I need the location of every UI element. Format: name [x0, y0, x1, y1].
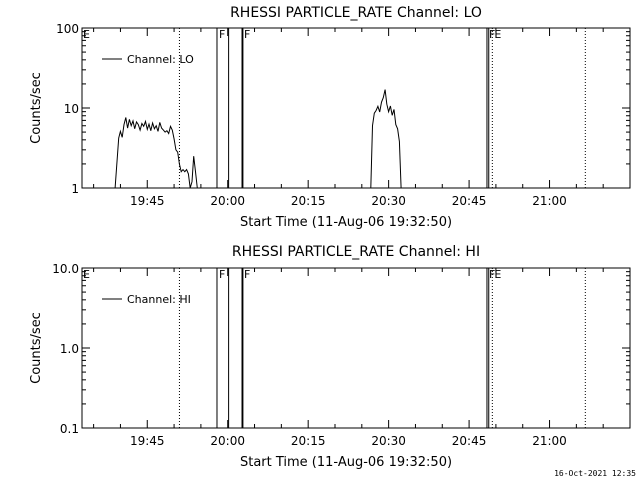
event-marker-label: F [244, 268, 250, 281]
legend-label: Channel: HI [127, 293, 191, 306]
legend-label: Channel: LO [127, 53, 194, 66]
plot-frame [81, 267, 631, 429]
x-axis-label: Start Time (11-Aug-06 19:32:50) [240, 455, 452, 470]
y-tick-label: 0.1 [60, 422, 79, 436]
y-tick-label: 10.0 [52, 262, 79, 276]
x-tick-label: 19:45 [130, 434, 165, 448]
event-marker-label: F [244, 28, 250, 41]
chart-title: RHESSI PARTICLE_RATE Channel: HI [232, 244, 480, 260]
x-tick-label: 20:30 [371, 194, 406, 208]
corner-flag-label: E [83, 28, 90, 41]
y-tick-label: 100 [56, 22, 79, 36]
event-marker-label: E [494, 268, 501, 281]
event-marker-label: F [219, 28, 225, 41]
y-axis-label: Counts/sec [29, 72, 44, 144]
x-tick-label: 20:30 [371, 434, 406, 448]
x-tick-label: 20:00 [210, 434, 245, 448]
x-tick-label: 21:00 [532, 434, 567, 448]
y-tick-label: 1 [71, 182, 79, 196]
x-tick-label: 19:45 [130, 194, 165, 208]
chart-title: RHESSI PARTICLE_RATE Channel: LO [230, 5, 482, 21]
data-line-segment [370, 89, 402, 189]
x-tick-label: 20:15 [291, 434, 326, 448]
x-axis-label: Start Time (11-Aug-06 19:32:50) [240, 215, 452, 230]
x-tick-label: 20:45 [452, 194, 487, 208]
y-axis-label: Counts/sec [29, 312, 44, 384]
corner-flag-label: E [83, 268, 90, 281]
x-tick-label: 21:00 [532, 194, 567, 208]
x-tick-label: 20:45 [452, 434, 487, 448]
x-tick-label: 20:15 [291, 194, 326, 208]
data-line-segment [114, 117, 198, 189]
timestamp: 16-Oct-2021 12:35 [554, 469, 636, 478]
x-tick-label: 20:00 [210, 194, 245, 208]
plot-frame [81, 27, 631, 189]
event-marker-label: E [494, 28, 501, 41]
event-marker-label: F [219, 268, 225, 281]
y-tick-label: 1.0 [60, 342, 79, 356]
y-tick-label: 10 [64, 102, 79, 116]
